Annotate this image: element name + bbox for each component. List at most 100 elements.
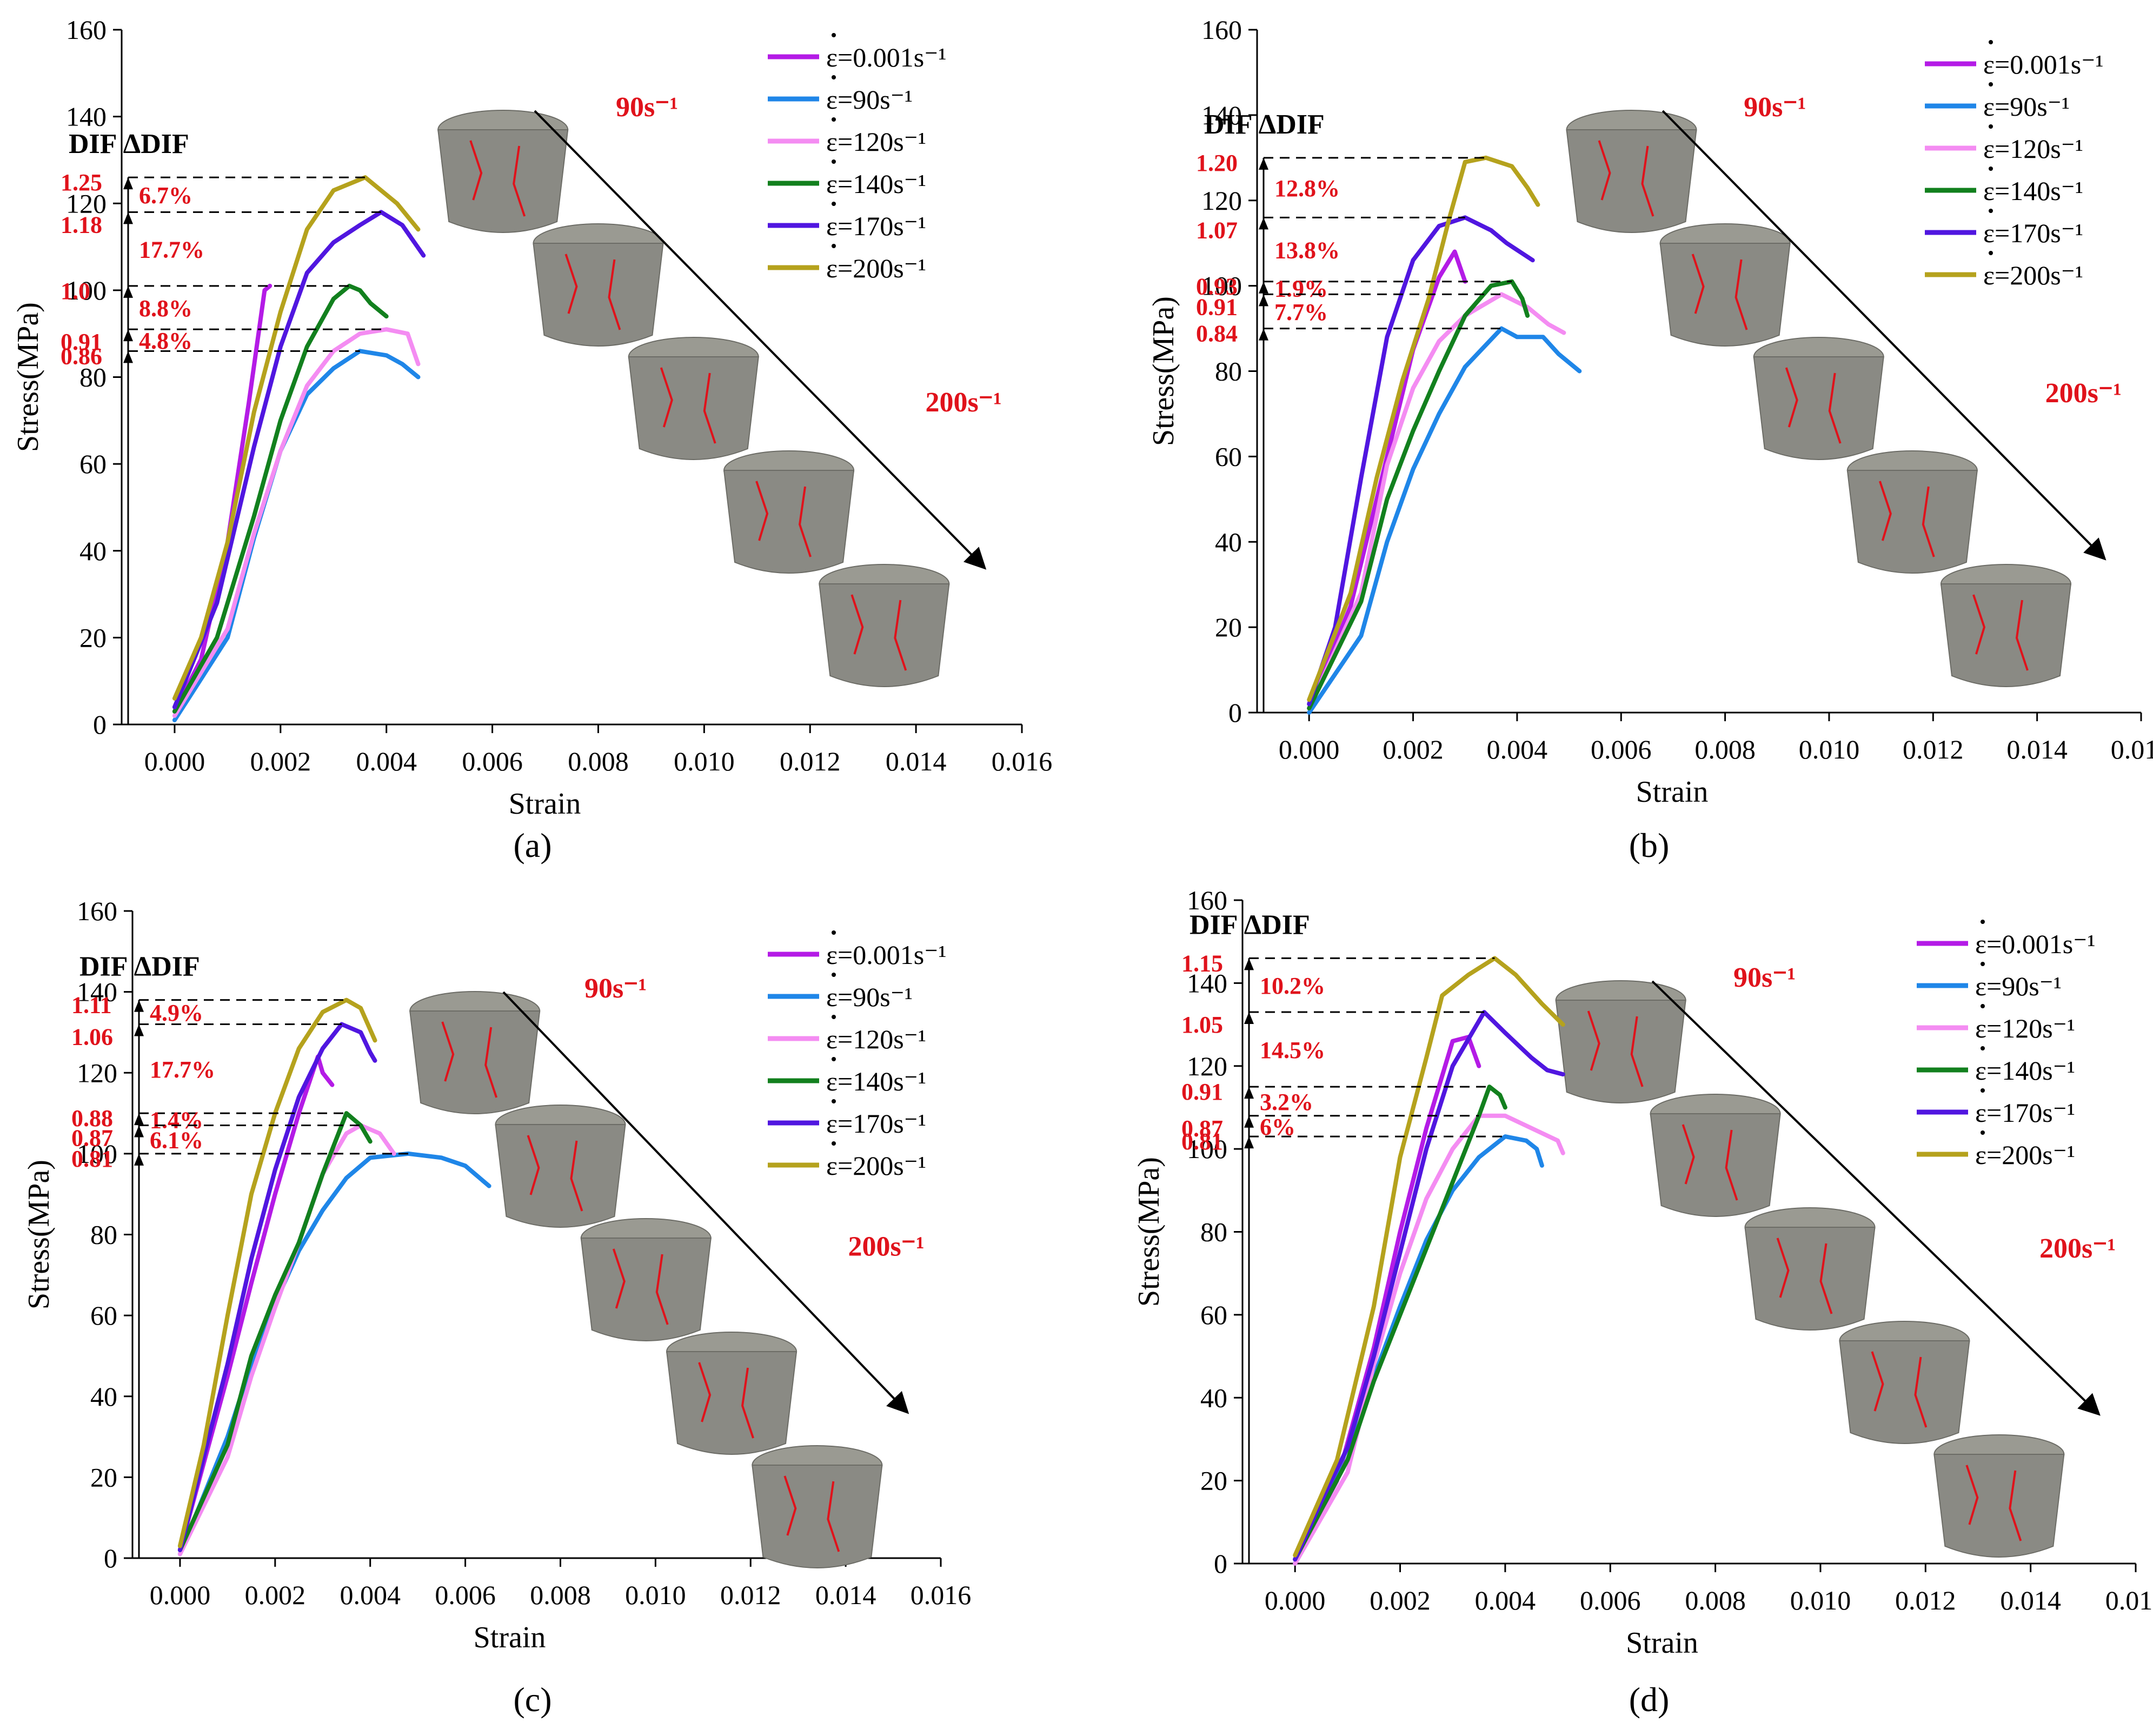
peak-arrowhead [1259, 328, 1268, 341]
dif-value: 0.93 [1196, 274, 1238, 300]
specimen-photo [1933, 1434, 2065, 1558]
crack-lines [1785, 367, 1842, 444]
x-tick-label: 0.010 [1790, 1585, 1851, 1615]
dif-value: 0.84 [1196, 321, 1238, 347]
crack-lines [1965, 1465, 2022, 1541]
dif-value: 0.88 [71, 1105, 113, 1132]
legend-label: ε=0.001s⁻¹ [826, 42, 947, 72]
dif-value: 1.15 [1181, 950, 1223, 976]
x-tick-label: 0.004 [1475, 1585, 1536, 1615]
y-axis-title: Stress(MPa) [11, 302, 45, 452]
dif-header: DIF ΔDIF [69, 129, 189, 159]
peak-arrowhead [1259, 294, 1268, 307]
y-tick-label: 120 [77, 1057, 117, 1088]
x-tick-label: 0.012 [720, 1580, 781, 1610]
y-tick-label: 160 [77, 896, 117, 926]
specimen-photo [752, 1445, 883, 1568]
crack-lines [1587, 1010, 1644, 1087]
rate-start-label: 90s⁻¹ [616, 92, 678, 123]
series-line [177, 997, 377, 1548]
peak-arrowhead [134, 1024, 144, 1036]
specimen-photo [437, 110, 569, 233]
rate-end-label: 200s⁻¹ [848, 1232, 924, 1262]
x-tick-label: 0.012 [1903, 734, 1964, 764]
crack-lines [1776, 1238, 1833, 1314]
crack-lines [612, 1248, 669, 1325]
x-tick-label: 0.004 [356, 746, 417, 776]
x-tick-label: 0.014 [886, 746, 947, 776]
y-tick-label: 100 [66, 275, 107, 305]
x-axis-title: Strain [474, 1621, 546, 1654]
legend-dot [1989, 82, 1993, 87]
y-tick-label: 80 [79, 362, 107, 393]
crack-lines [755, 481, 812, 557]
peak-arrowhead [134, 1125, 144, 1138]
crack-lines [564, 254, 621, 330]
y-tick-label: 80 [1215, 356, 1242, 387]
rate-start-label: 90s⁻¹ [584, 973, 647, 1004]
x-tick-label: 0.014 [2000, 1585, 2061, 1615]
dif-value: 1.20 [1196, 150, 1238, 176]
legend-label: ε=120s⁻¹ [1975, 1013, 2075, 1043]
legend-dot [832, 1141, 836, 1146]
legend-label: ε=90s⁻¹ [826, 982, 913, 1012]
specimen-photo [819, 564, 950, 687]
legend-dot [832, 75, 836, 79]
legend-label: ε=170s⁻¹ [1983, 218, 2083, 248]
crack-lines [1598, 140, 1654, 217]
x-tick-label: 0.010 [1799, 734, 1860, 764]
ddif-value: 6.7% [139, 182, 192, 209]
legend-dot [832, 117, 836, 122]
x-tick-label: 0.006 [1580, 1585, 1641, 1615]
y-tick-label: 0 [1214, 1548, 1227, 1579]
specimen-photo [580, 1218, 712, 1341]
specimen-photo [1566, 110, 1697, 233]
peak-arrowhead [134, 1000, 144, 1012]
dif-value: 1.07 [1196, 217, 1238, 243]
rate-arrow [1662, 110, 2107, 561]
y-axis-title: Stress(MPa) [22, 1160, 56, 1309]
crack-lines [1871, 1351, 1928, 1428]
ddif-value: 8.8% [139, 295, 192, 322]
legend-label: ε=200s⁻¹ [1983, 260, 2083, 290]
panel-d: 0 20 40 60 80 100 120 140 160 0.000 0.002 0.004 0.00… [1132, 885, 2153, 1719]
series-line [1307, 326, 1582, 715]
dif-value: 1.18 [61, 211, 102, 238]
rate-arrow [534, 110, 987, 570]
specimen-photo [1940, 564, 2072, 687]
specimen-photo [1744, 1207, 1876, 1331]
y-tick-label: 140 [66, 102, 107, 132]
panel-a: 0 20 40 60 80 100 120 140 160 0.000 0.002 0.004 0.00… [11, 15, 1052, 864]
specimen-photo [723, 450, 855, 574]
y-tick-label: 40 [1200, 1382, 1227, 1413]
legend-dot [1981, 920, 1985, 924]
crack-lines [527, 1135, 583, 1212]
rate-arrow [1651, 980, 2101, 1416]
series-line [1293, 1085, 1507, 1562]
peak-arrowhead [123, 351, 133, 363]
peak-arrowhead [123, 212, 133, 224]
legend-label: ε=90s⁻¹ [826, 84, 913, 115]
x-tick-label: 0.014 [815, 1580, 876, 1610]
ddif-value: 17.7% [150, 1056, 215, 1083]
rate-end-label: 200s⁻¹ [925, 387, 1001, 418]
crack-lines [1972, 594, 2029, 671]
dif-value: 0.81 [71, 1146, 113, 1172]
legend-dot [1989, 40, 1993, 44]
crack-lines [660, 367, 716, 444]
legend-label: ε=170s⁻¹ [1975, 1098, 2075, 1128]
legend-label: ε=0.001s⁻¹ [1983, 49, 2104, 79]
x-tick-label: 0.000 [1279, 734, 1340, 764]
y-tick-label: 20 [1200, 1466, 1227, 1496]
x-tick-label: 0.000 [150, 1580, 211, 1610]
x-tick-label: 0.006 [462, 746, 523, 776]
y-tick-label: 60 [79, 449, 107, 479]
x-tick-label: 0.016 [911, 1580, 972, 1610]
legend-dot [832, 202, 836, 206]
legend-dot [1981, 1046, 1985, 1050]
dif-value: 0.91 [1181, 1079, 1223, 1105]
legend-label: ε=120s⁻¹ [1983, 134, 2083, 164]
panel-label: (c) [513, 1680, 551, 1719]
series-line [1307, 215, 1535, 707]
